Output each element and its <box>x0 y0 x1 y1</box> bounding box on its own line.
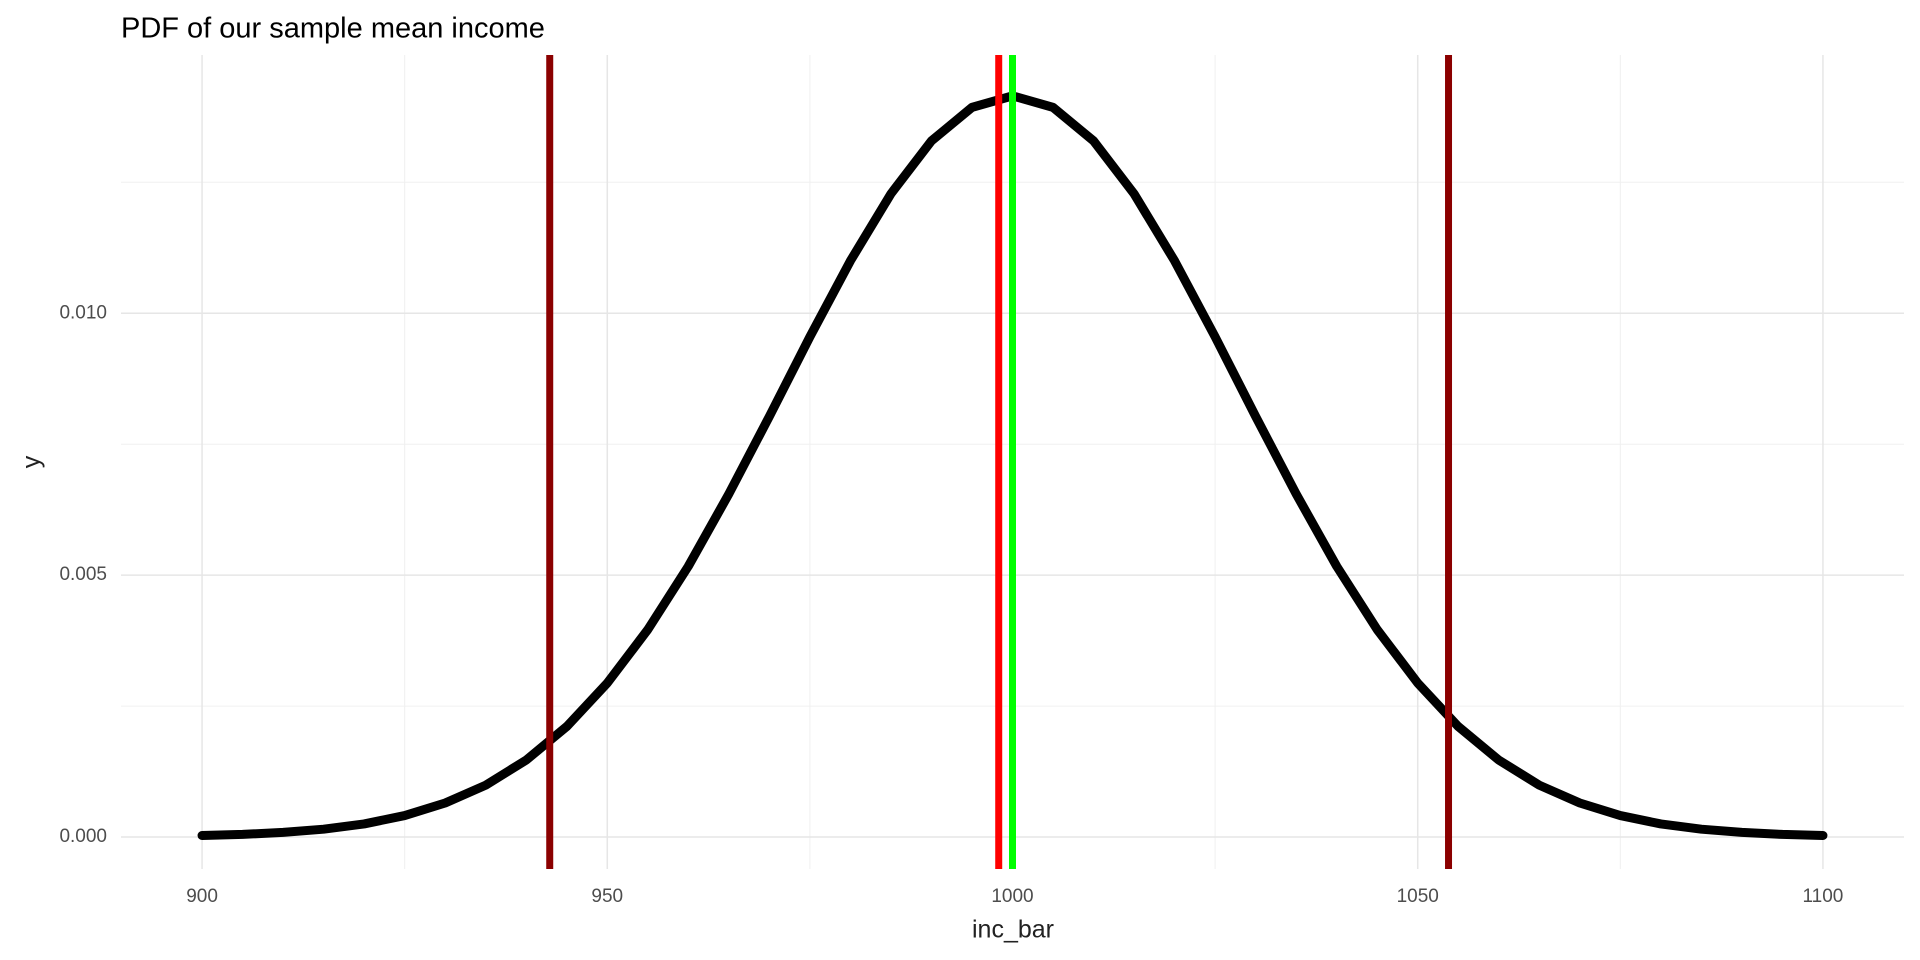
x-tick-label: 1000 <box>991 886 1033 907</box>
y-axis-title: y <box>18 455 46 468</box>
chart-title: PDF of our sample mean income <box>121 13 545 45</box>
x-tick-label: 900 <box>186 886 218 907</box>
y-tick-label: 0.000 <box>59 826 107 847</box>
x-tick-label: 950 <box>591 886 623 907</box>
x-axis-title: inc_bar <box>972 916 1054 944</box>
y-tick-label: 0.010 <box>59 302 107 323</box>
x-tick-label: 1100 <box>1803 886 1844 907</box>
x-tick-label: 1050 <box>1397 886 1439 907</box>
y-tick-label: 0.005 <box>59 564 107 585</box>
